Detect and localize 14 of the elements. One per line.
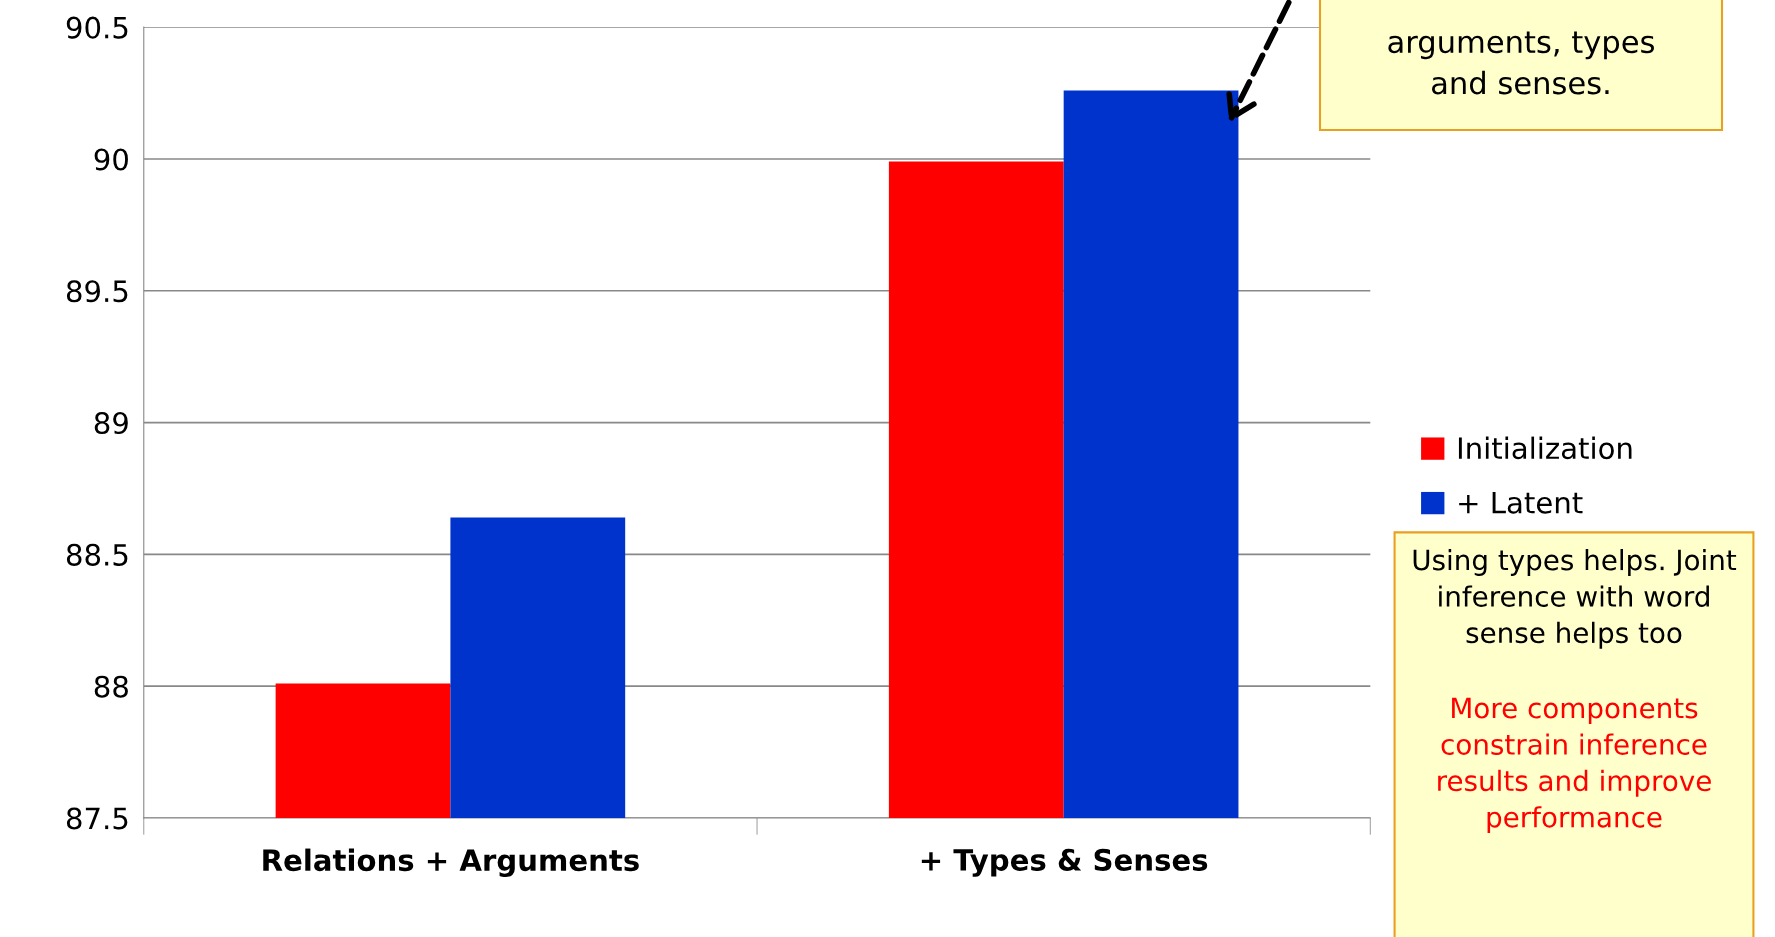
y-tick-label: 88 bbox=[94, 675, 128, 698]
text: Using types helps. Joint inference with word sense helps too bbox=[1413, 549, 1737, 649]
y-tick-label: 87.5 bbox=[66, 807, 128, 830]
y-tick-label: 88.5 bbox=[66, 543, 128, 566]
x-tick-label: Relations + Arguments bbox=[263, 848, 639, 878]
text: arguments, types and senses. bbox=[1388, 31, 1654, 95]
legend-label: + Latent bbox=[1459, 491, 1583, 514]
x-tick-label: + Types & Senses bbox=[921, 848, 1208, 877]
y-tick-label: 89 bbox=[94, 412, 128, 435]
text: More components constrain inference results and improve performance bbox=[1438, 697, 1711, 834]
y-tick-label: 90 bbox=[94, 148, 128, 171]
legend-label: Initialization bbox=[1458, 436, 1632, 460]
y-tick-label: 89.5 bbox=[66, 280, 128, 303]
y-tick-label: 90.5 bbox=[66, 16, 128, 39]
